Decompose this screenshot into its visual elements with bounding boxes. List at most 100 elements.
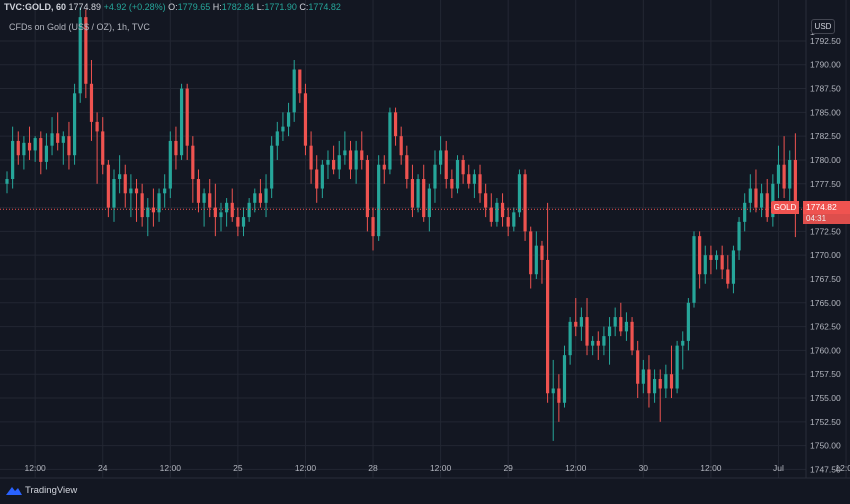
candle-body	[39, 138, 43, 162]
candle	[332, 145, 336, 175]
candle	[534, 231, 538, 279]
candle-body	[517, 174, 522, 213]
currency-badge[interactable]: USD	[811, 19, 835, 34]
price-tick-label: 1765.00	[810, 298, 841, 308]
candle-body	[579, 317, 583, 327]
candle	[106, 159, 110, 218]
candle	[596, 331, 600, 360]
candle	[343, 131, 347, 165]
candle-body	[759, 193, 764, 208]
candle	[664, 364, 668, 399]
candle	[298, 69, 302, 103]
low-label: L:	[256, 2, 265, 12]
candle-body	[179, 88, 184, 156]
candle-body	[500, 202, 505, 218]
candle	[292, 59, 296, 122]
candle	[557, 374, 561, 422]
candle	[118, 155, 122, 194]
candle-body	[196, 179, 201, 203]
price-tick-label: 1787.50	[810, 84, 841, 94]
candle	[731, 245, 736, 294]
candle	[50, 117, 54, 156]
chart-subtitle: CFDs on Gold (US$ / OZ), 1h, TVC	[9, 22, 150, 32]
candle	[270, 136, 274, 199]
tradingview-logo-icon[interactable]	[6, 486, 22, 496]
candle-body	[123, 174, 127, 194]
price-tick-label: 1782.50	[810, 131, 841, 141]
candle-body	[258, 193, 263, 203]
candle-body	[44, 145, 49, 162]
brand-label[interactable]: TradingView	[25, 485, 78, 496]
candle-body	[433, 164, 437, 189]
candle-body	[112, 179, 116, 208]
candle	[692, 231, 696, 308]
candle-body	[557, 388, 561, 403]
candle	[607, 317, 612, 365]
ohlc-header: TVC:GOLD, 60 1774.89 +4.92 (+0.28%) O:17…	[4, 1, 341, 15]
candle-body	[292, 69, 296, 113]
time-tick-label: 30	[639, 463, 649, 473]
low-value: 1771.90	[264, 2, 297, 12]
candle-body	[309, 145, 313, 170]
candle	[365, 155, 369, 232]
candle	[27, 126, 32, 160]
candle	[22, 136, 26, 170]
candle	[636, 340, 640, 399]
candle	[495, 198, 499, 227]
candle	[540, 240, 544, 284]
candle-body	[484, 193, 488, 208]
candle-body	[681, 340, 685, 346]
price-tick-label: 1790.00	[810, 60, 841, 70]
candle	[652, 369, 657, 403]
candle	[478, 164, 482, 203]
candle	[619, 302, 623, 337]
candle-body	[540, 245, 544, 260]
candle-body	[726, 269, 730, 284]
candle-body	[61, 136, 65, 143]
price-tick-label: 1757.50	[810, 369, 841, 379]
candle-body	[275, 131, 279, 146]
time-tick-label: 29	[503, 463, 513, 473]
candle	[776, 145, 781, 199]
candle	[174, 126, 178, 170]
high-label: H:	[212, 2, 222, 12]
candle	[84, 9, 88, 99]
candle-body	[776, 164, 781, 184]
candle	[416, 174, 420, 213]
candle-body	[286, 112, 291, 127]
candle	[78, 7, 82, 103]
candle	[264, 174, 268, 218]
candle	[782, 136, 786, 199]
candle-body	[332, 159, 336, 170]
candle	[703, 245, 707, 284]
candle-body	[134, 188, 139, 194]
candle-body	[624, 321, 629, 332]
candle	[641, 359, 645, 394]
candle-body	[185, 88, 189, 146]
price-tick-label: 1792.50	[810, 36, 841, 46]
candle	[72, 83, 77, 165]
candle	[709, 245, 713, 275]
time-axis-labels: 12:00 24 12:00 25 12:00 28 12:00 29 12:00 30 12:00…	[25, 463, 850, 473]
symbol-label: TVC:GOLD, 60	[4, 2, 67, 12]
candle-body	[523, 174, 527, 232]
candle	[191, 136, 195, 203]
candle	[33, 136, 37, 162]
candle-body	[568, 321, 572, 356]
candle-body	[67, 136, 71, 156]
time-tick-label: 28	[368, 463, 378, 473]
candle	[579, 307, 583, 341]
candle	[275, 121, 279, 160]
candle	[512, 207, 516, 232]
candle-body	[16, 140, 20, 156]
candle-body	[709, 255, 713, 260]
open-label: O:	[168, 2, 178, 12]
candle	[759, 183, 764, 218]
price-tick-label: 1777.50	[810, 179, 841, 189]
candle-body	[698, 236, 702, 275]
candle	[461, 155, 465, 184]
candle-body	[743, 202, 747, 222]
candle-body	[692, 236, 696, 303]
chart-grid	[0, 0, 847, 478]
